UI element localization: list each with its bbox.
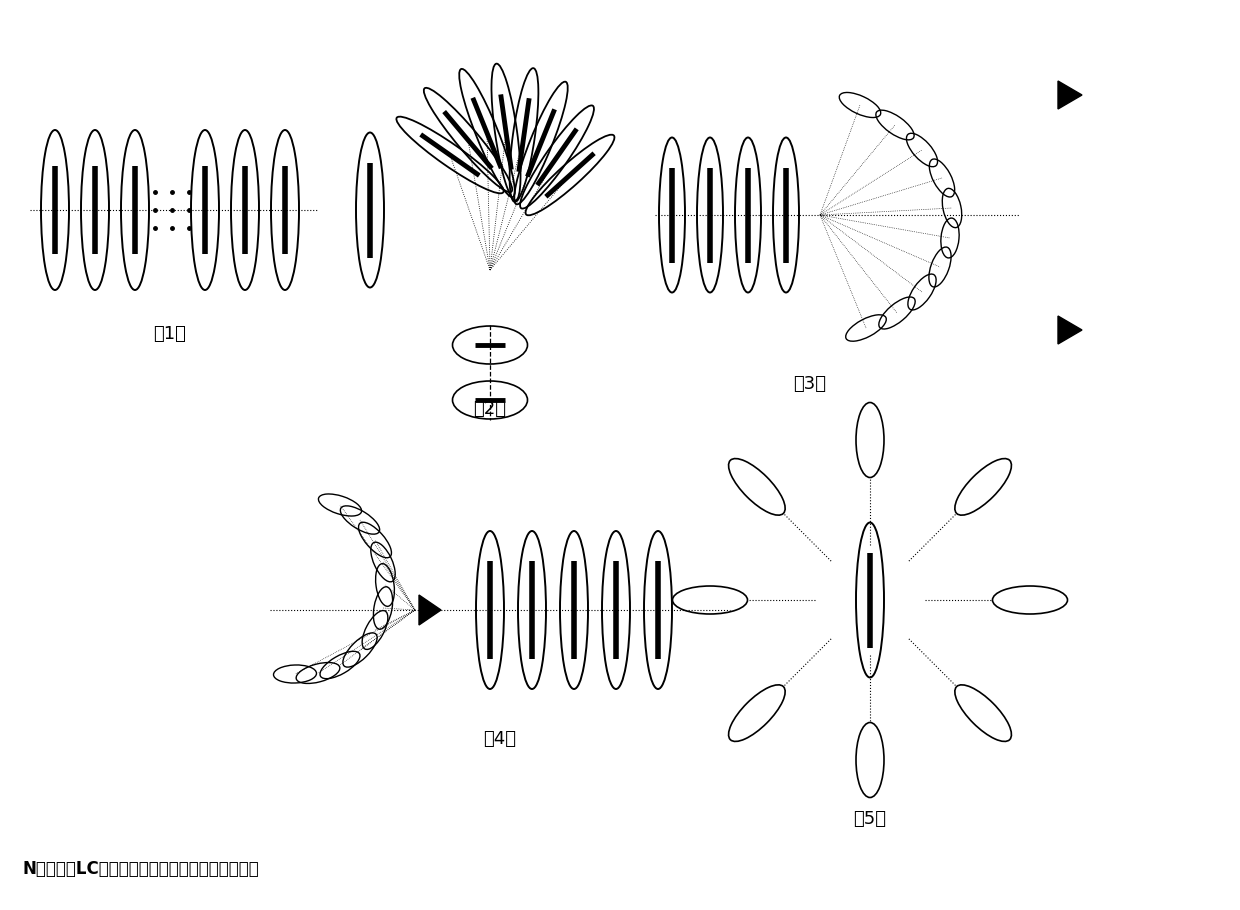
Polygon shape xyxy=(1058,81,1083,109)
Text: （3）: （3） xyxy=(794,375,827,393)
Text: N级相耦合LC谐振线圈组电能传输组合方式结构图: N级相耦合LC谐振线圈组电能传输组合方式结构图 xyxy=(22,860,259,878)
Text: （1）: （1） xyxy=(154,325,186,343)
Polygon shape xyxy=(1058,316,1083,344)
Polygon shape xyxy=(419,595,441,625)
Text: （5）: （5） xyxy=(853,810,887,828)
Text: （2）: （2） xyxy=(474,400,506,418)
Text: （4）: （4） xyxy=(484,730,517,748)
